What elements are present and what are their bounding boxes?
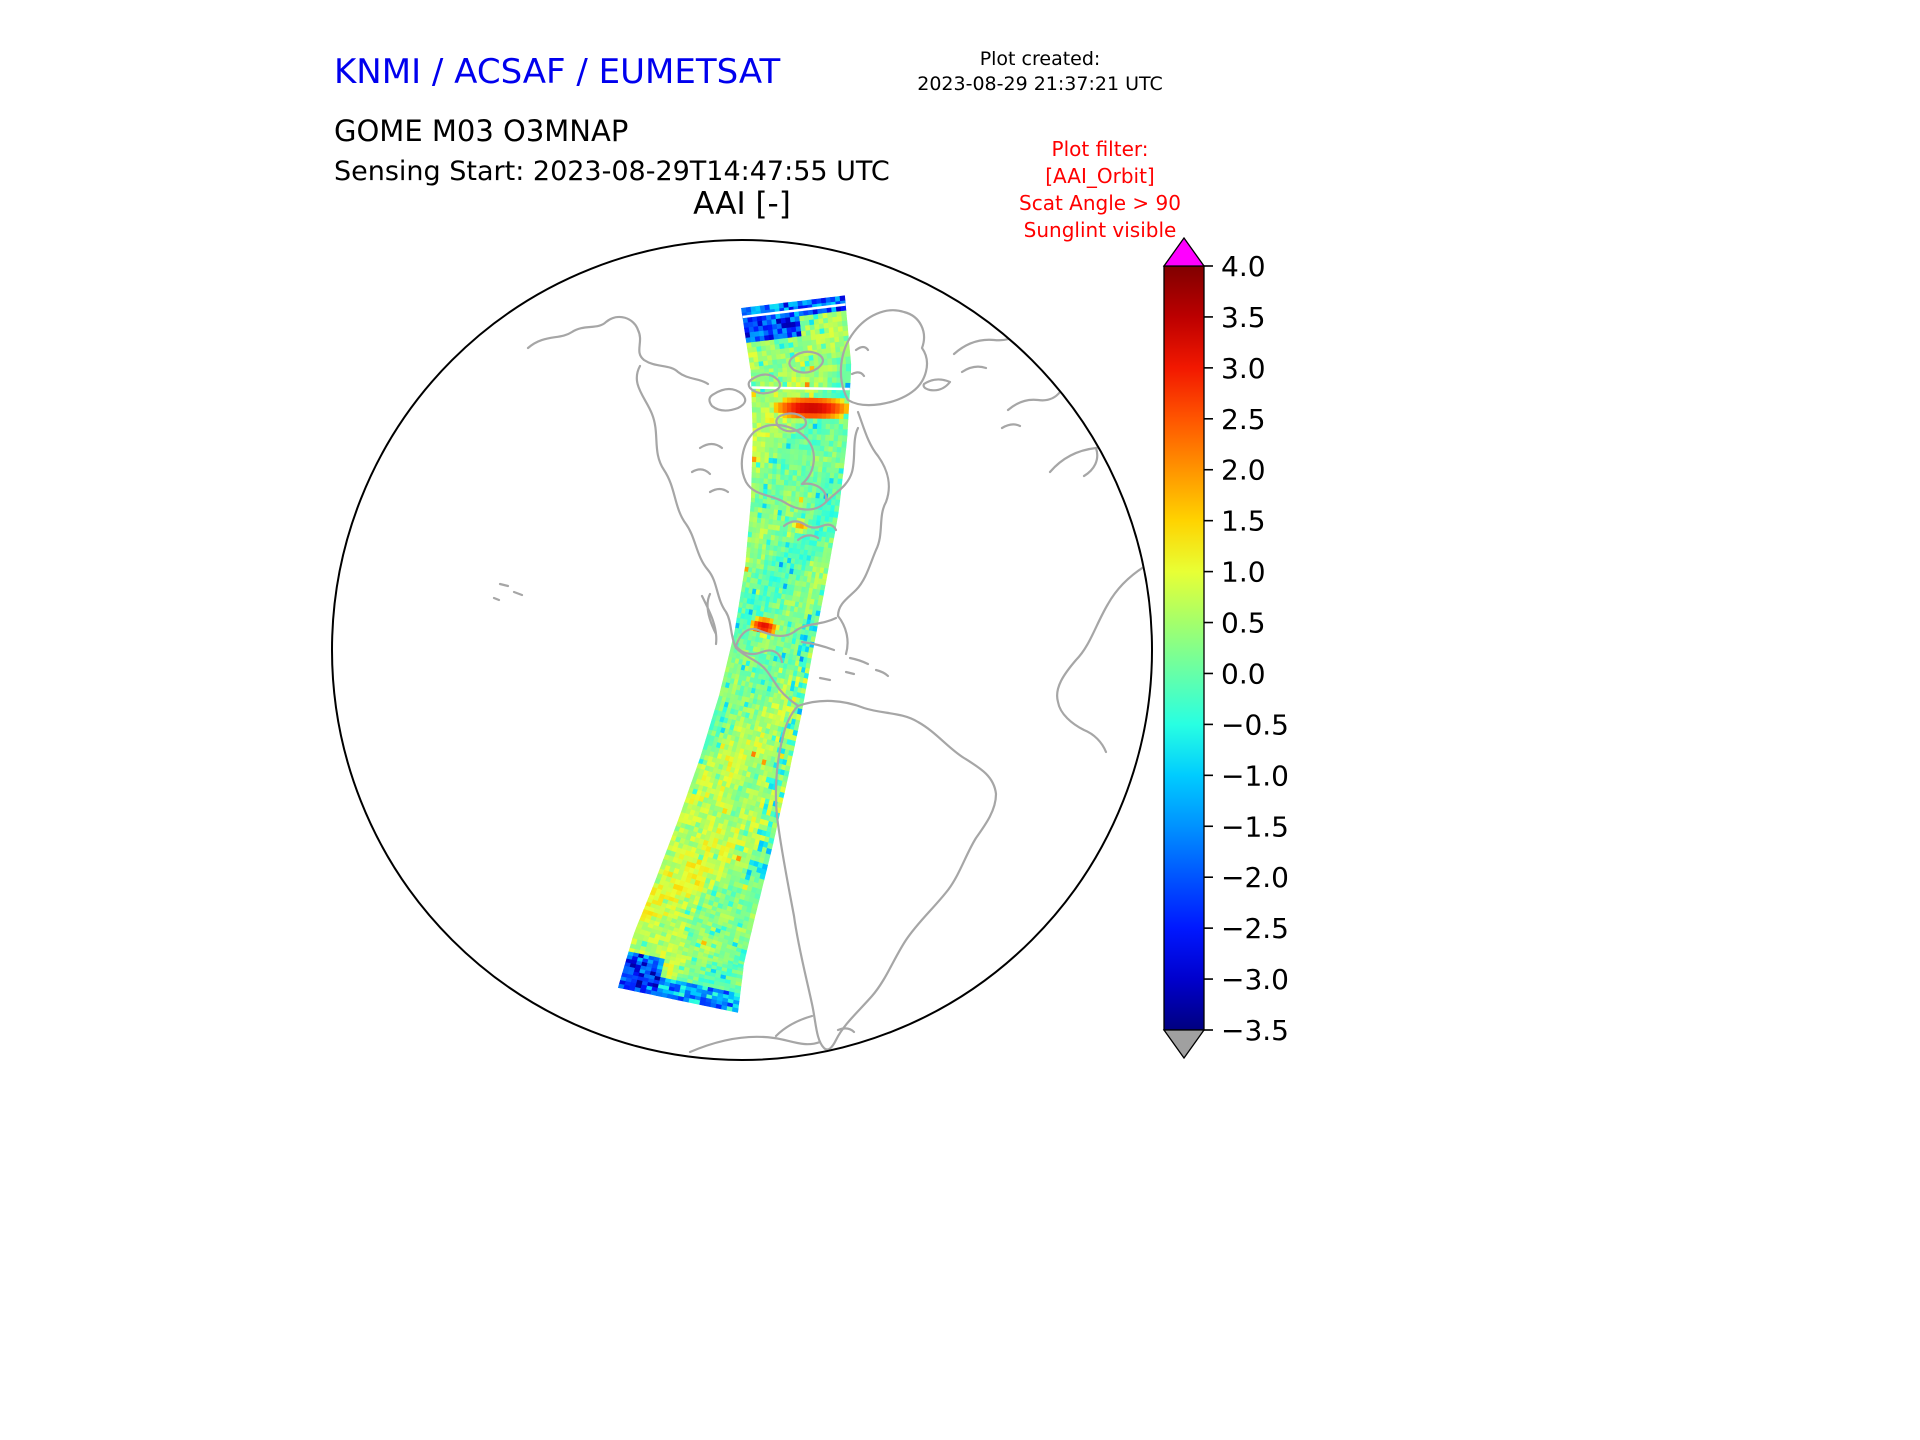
colorbar-under-arrow: [1162, 1029, 1206, 1060]
colorbar-tick-label: −2.5: [1221, 912, 1289, 945]
coastlines: [492, 309, 1151, 1054]
coast-alaska-siberia: [526, 315, 710, 386]
coast-florida-gulf: [734, 614, 849, 664]
coast-northwest-lakes: [690, 442, 730, 494]
colorbar-tick-label: 2.0: [1221, 454, 1266, 487]
colorbar-tick-label: 0.5: [1221, 607, 1266, 640]
colorbar-tick-label: −0.5: [1221, 708, 1289, 741]
coast-great-lakes: [782, 520, 838, 542]
colorbar-tick-label: 4.0: [1221, 250, 1266, 283]
plot-title: AAI [-]: [693, 186, 791, 222]
filter-line-4: Sunglint visible: [1023, 218, 1177, 242]
colorbar-gradient: [1163, 265, 1205, 1031]
scan-gap-line: [742, 303, 846, 319]
coast-iceland: [922, 378, 952, 392]
colorbar-tick-label: 1.5: [1221, 505, 1266, 538]
colorbar-over-arrow: [1162, 236, 1206, 267]
coast-pacific-islands: [492, 582, 524, 602]
colorbar-tick-label: 2.5: [1221, 403, 1266, 436]
plot-created-block: Plot created: 2023-08-29 21:37:21 UTC: [915, 48, 1165, 95]
colorbar-tick-label: 1.0: [1221, 556, 1266, 589]
coast-antarctica: [688, 1014, 856, 1054]
colorbar: 4.0 3.5 3.0 2.5 2.0 1.5 1.0 0.5 0.0 −0.5 −1.0 −1.5 −…: [1162, 236, 1289, 1060]
coast-africa-west: [1056, 560, 1151, 754]
plot-filter-block: Plot filter: [AAI_Orbit] Scat Angle > 90…: [1000, 136, 1200, 244]
globe-outline: [331, 239, 1153, 1061]
filter-line-3: Scat Angle > 90: [1019, 191, 1181, 215]
coast-labrador: [824, 426, 860, 504]
coast-arctic-archipelago: [708, 350, 825, 433]
colorbar-tick-label: 3.5: [1221, 301, 1266, 334]
colorbar-tick-label: −1.0: [1221, 759, 1289, 792]
scan-gap-line: [751, 386, 850, 391]
coast-british-isles: [1000, 390, 1062, 430]
colorbar-tick-label: −1.5: [1221, 810, 1289, 843]
sensing-start: Sensing Start: 2023-08-29T14:47:55 UTC: [334, 156, 890, 187]
swath: [617, 295, 852, 1013]
filter-line-1: Plot filter:: [1051, 137, 1149, 161]
agency-title: KNMI / ACSAF / EUMETSAT: [334, 52, 781, 92]
coast-north-america-east: [836, 410, 890, 618]
coast-caribbean-islands: [800, 640, 890, 682]
coast-north-america-west: [635, 364, 738, 650]
coast-baja-california: [700, 592, 718, 646]
colorbar-tick-label: −3.5: [1221, 1014, 1289, 1047]
colorbar-tick-label: 3.0: [1221, 352, 1266, 385]
coast-greenland: [839, 309, 929, 407]
product-block: GOME M03 O3MNAP Sensing Start: 2023-08-2…: [334, 114, 890, 187]
plot-created-time: 2023-08-29 21:37:21 UTC: [917, 73, 1163, 95]
colorbar-tick-label: −2.0: [1221, 861, 1289, 894]
coast-south-america: [774, 699, 998, 1051]
plot-created-label: Plot created:: [979, 48, 1101, 70]
colorbar-tick-label: −3.0: [1221, 963, 1289, 996]
filter-line-2: [AAI_Orbit]: [1045, 164, 1155, 188]
colorbar-tick-label: 0.0: [1221, 657, 1266, 690]
product-name: GOME M03 O3MNAP: [334, 114, 629, 148]
coast-central-america: [734, 646, 800, 708]
